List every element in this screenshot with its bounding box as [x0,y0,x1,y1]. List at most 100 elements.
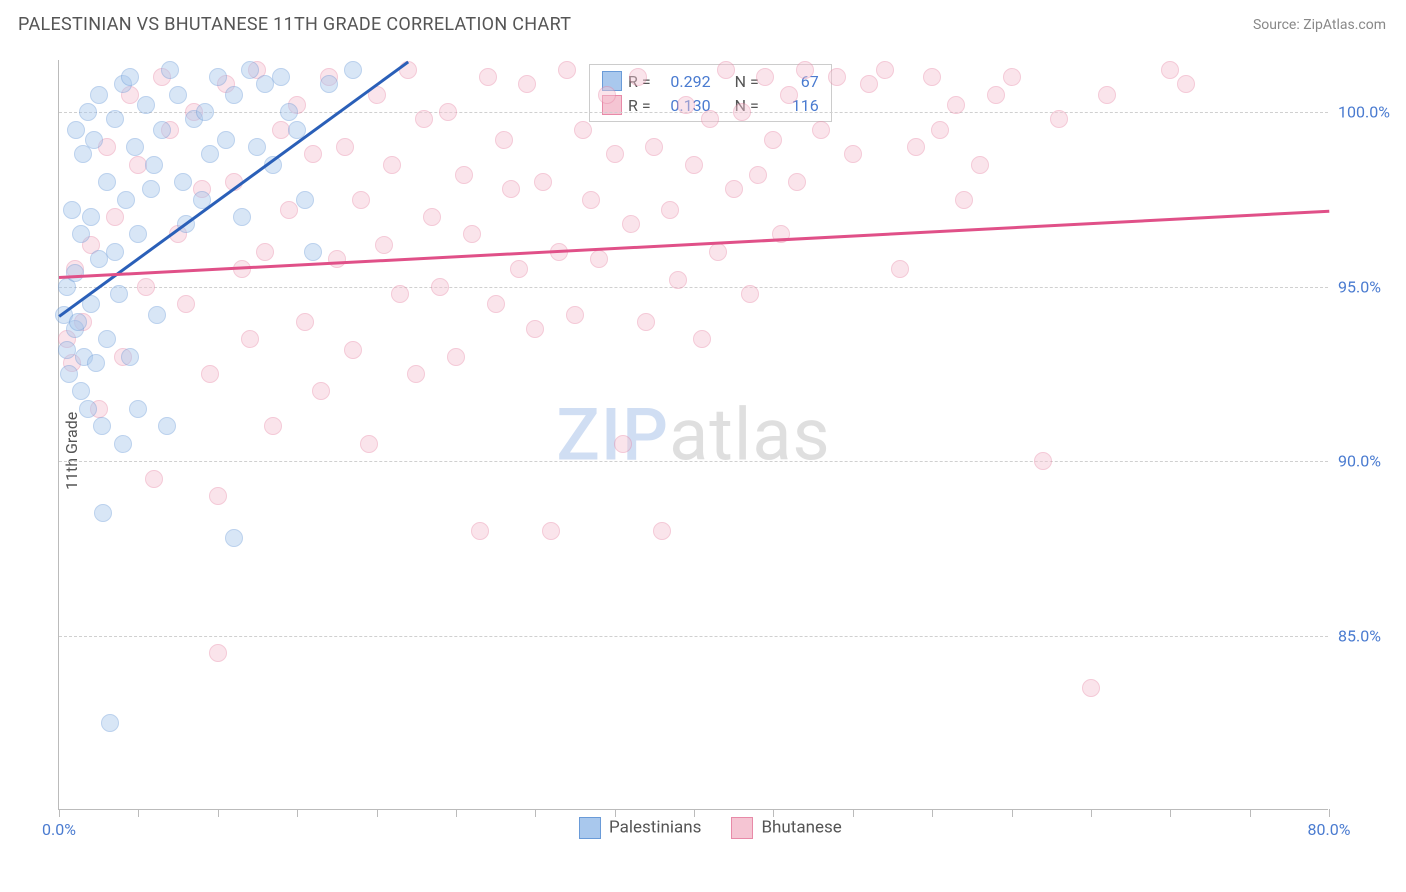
data-point [158,417,176,435]
x-tick [1329,809,1330,817]
data-point [296,191,314,209]
data-point [106,110,124,128]
data-point [201,365,219,383]
data-point [1034,452,1052,470]
data-point [669,271,687,289]
data-point [955,191,973,209]
data-point [174,173,192,191]
data-point [117,191,135,209]
data-point [169,86,187,104]
data-point [590,250,608,268]
data-point [196,103,214,121]
data-point [114,435,132,453]
y-tick-label: 90.0% [1338,452,1398,471]
data-point [241,61,259,79]
data-point [1003,68,1021,86]
data-point [582,191,600,209]
data-point [304,243,322,261]
y-tick-label: 85.0% [1338,626,1398,645]
data-point [93,417,111,435]
data-point [1161,61,1179,79]
data-point [98,330,116,348]
data-point [101,714,119,732]
legend-series-name: Bhutanese [761,817,841,837]
data-point [717,61,735,79]
watermark: ZIPatlas [556,392,830,477]
data-point [479,68,497,86]
data-point [145,156,163,174]
data-point [701,110,719,128]
data-point [304,145,322,163]
data-point [280,201,298,219]
data-point [209,487,227,505]
data-point [923,68,941,86]
data-point [606,145,624,163]
data-point [495,131,513,149]
data-point [248,138,266,156]
data-point [79,400,97,418]
data-point [733,103,751,121]
data-point [161,61,179,79]
data-point [502,180,520,198]
data-point [487,295,505,313]
data-point [645,138,663,156]
data-point [796,61,814,79]
data-point [241,330,259,348]
x-tick [1250,809,1251,817]
data-point [60,365,78,383]
data-point [447,348,465,366]
data-point [463,225,481,243]
gridline [59,112,1328,113]
data-point [518,75,536,93]
data-point [145,470,163,488]
data-point [415,110,433,128]
data-point [574,121,592,139]
x-tick [615,809,616,817]
data-point [106,208,124,226]
data-point [256,243,274,261]
data-point [320,75,338,93]
data-point [90,86,108,104]
data-point [931,121,949,139]
data-point [756,68,774,86]
legend-item: Bhutanese [731,817,841,839]
data-point [336,138,354,156]
data-point [82,208,100,226]
data-point [225,86,243,104]
data-point [407,365,425,383]
data-point [360,435,378,453]
data-point [1177,75,1195,93]
data-point [987,86,1005,104]
data-point [121,348,139,366]
legend-swatch [731,817,753,839]
data-point [209,68,227,86]
data-point [328,250,346,268]
data-point [725,180,743,198]
data-point [209,644,227,662]
data-point [423,208,441,226]
data-point [1050,110,1068,128]
data-point [653,522,671,540]
data-point [85,131,103,149]
x-tick-label: 0.0% [42,820,76,839]
data-point [129,225,147,243]
x-tick [1170,809,1171,817]
data-point [142,180,160,198]
legend-series-name: Palestinians [609,817,701,837]
data-point [344,341,362,359]
data-point [391,285,409,303]
data-point [121,68,139,86]
y-tick-label: 95.0% [1338,277,1398,296]
data-point [828,68,846,86]
source-label: Source: ZipAtlas.com [1253,17,1386,33]
data-point [67,121,85,139]
data-point [312,382,330,400]
data-point [126,138,144,156]
data-point [788,173,806,191]
data-point [598,86,616,104]
chart-title: PALESTINIAN VS BHUTANESE 11TH GRADE CORR… [18,14,571,35]
data-point [661,201,679,219]
legend-r-value: 0.292 [657,72,711,91]
legend-swatch [579,817,601,839]
data-point [455,166,473,184]
